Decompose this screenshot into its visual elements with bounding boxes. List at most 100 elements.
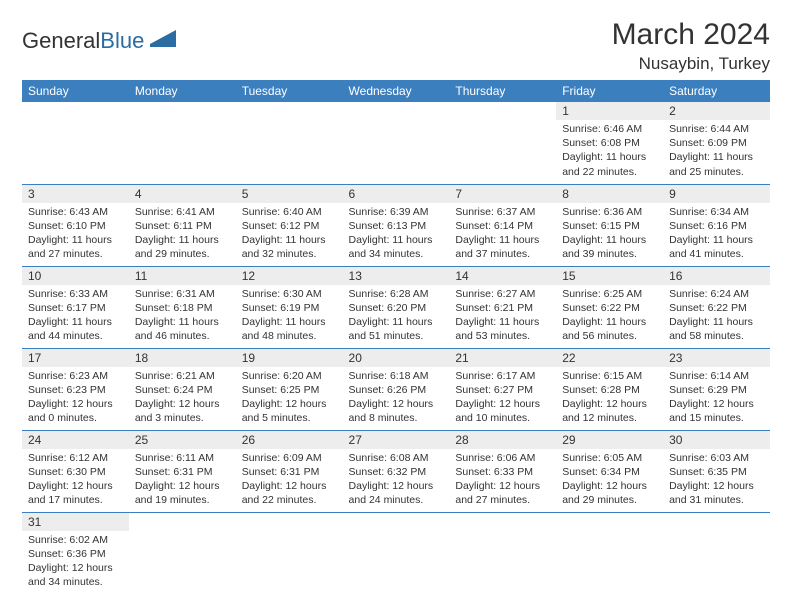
calendar-week-row: 3Sunrise: 6:43 AMSunset: 6:10 PMDaylight… [22,184,770,266]
daylight-text: Daylight: 12 hours and 0 minutes. [28,397,123,425]
day-number: 12 [236,267,343,285]
empty-day [129,102,236,120]
sunset-text: Sunset: 6:33 PM [455,465,550,479]
sunset-text: Sunset: 6:09 PM [669,136,764,150]
day-number: 7 [449,185,556,203]
calendar-cell [129,102,236,184]
daylight-text: Daylight: 12 hours and 12 minutes. [562,397,657,425]
sunset-text: Sunset: 6:13 PM [349,219,444,233]
day-details: Sunrise: 6:27 AMSunset: 6:21 PMDaylight:… [449,285,556,348]
calendar-week-row: 31Sunrise: 6:02 AMSunset: 6:36 PMDayligh… [22,512,770,594]
sunrise-text: Sunrise: 6:41 AM [135,205,230,219]
day-details: Sunrise: 6:09 AMSunset: 6:31 PMDaylight:… [236,449,343,512]
calendar-cell: 8Sunrise: 6:36 AMSunset: 6:15 PMDaylight… [556,184,663,266]
day-number: 18 [129,349,236,367]
calendar-cell [449,512,556,594]
day-number: 29 [556,431,663,449]
calendar-cell: 14Sunrise: 6:27 AMSunset: 6:21 PMDayligh… [449,266,556,348]
sunrise-text: Sunrise: 6:39 AM [349,205,444,219]
day-details: Sunrise: 6:02 AMSunset: 6:36 PMDaylight:… [22,531,129,594]
day-details: Sunrise: 6:21 AMSunset: 6:24 PMDaylight:… [129,367,236,430]
calendar-cell: 10Sunrise: 6:33 AMSunset: 6:17 PMDayligh… [22,266,129,348]
sunrise-text: Sunrise: 6:28 AM [349,287,444,301]
calendar-cell [22,102,129,184]
daylight-text: Daylight: 11 hours and 44 minutes. [28,315,123,343]
logo-text-blue: Blue [100,28,144,54]
sunset-text: Sunset: 6:16 PM [669,219,764,233]
day-details: Sunrise: 6:23 AMSunset: 6:23 PMDaylight:… [22,367,129,430]
sunset-text: Sunset: 6:22 PM [669,301,764,315]
sunset-text: Sunset: 6:20 PM [349,301,444,315]
sunset-text: Sunset: 6:14 PM [455,219,550,233]
calendar-week-row: 1Sunrise: 6:46 AMSunset: 6:08 PMDaylight… [22,102,770,184]
calendar-cell: 20Sunrise: 6:18 AMSunset: 6:26 PMDayligh… [343,348,450,430]
calendar-cell: 30Sunrise: 6:03 AMSunset: 6:35 PMDayligh… [663,430,770,512]
month-title: March 2024 [612,18,770,52]
calendar-cell [556,512,663,594]
sunrise-text: Sunrise: 6:46 AM [562,122,657,136]
daylight-text: Daylight: 12 hours and 3 minutes. [135,397,230,425]
sunset-text: Sunset: 6:21 PM [455,301,550,315]
sunset-text: Sunset: 6:30 PM [28,465,123,479]
daylight-text: Daylight: 11 hours and 32 minutes. [242,233,337,261]
sunset-text: Sunset: 6:36 PM [28,547,123,561]
calendar-body: 1Sunrise: 6:46 AMSunset: 6:08 PMDaylight… [22,102,770,594]
daylight-text: Daylight: 11 hours and 46 minutes. [135,315,230,343]
calendar-cell: 7Sunrise: 6:37 AMSunset: 6:14 PMDaylight… [449,184,556,266]
day-number: 20 [343,349,450,367]
calendar-cell: 1Sunrise: 6:46 AMSunset: 6:08 PMDaylight… [556,102,663,184]
logo: GeneralBlue [22,28,176,54]
empty-day [236,102,343,120]
calendar-cell: 18Sunrise: 6:21 AMSunset: 6:24 PMDayligh… [129,348,236,430]
day-details: Sunrise: 6:05 AMSunset: 6:34 PMDaylight:… [556,449,663,512]
sunset-text: Sunset: 6:18 PM [135,301,230,315]
day-number: 19 [236,349,343,367]
sunrise-text: Sunrise: 6:20 AM [242,369,337,383]
day-details: Sunrise: 6:12 AMSunset: 6:30 PMDaylight:… [22,449,129,512]
day-details: Sunrise: 6:17 AMSunset: 6:27 PMDaylight:… [449,367,556,430]
sunset-text: Sunset: 6:31 PM [242,465,337,479]
calendar-cell [663,512,770,594]
day-number: 23 [663,349,770,367]
sunrise-text: Sunrise: 6:06 AM [455,451,550,465]
day-details: Sunrise: 6:15 AMSunset: 6:28 PMDaylight:… [556,367,663,430]
sunrise-text: Sunrise: 6:05 AM [562,451,657,465]
daylight-text: Daylight: 12 hours and 19 minutes. [135,479,230,507]
day-number: 26 [236,431,343,449]
sunrise-text: Sunrise: 6:25 AM [562,287,657,301]
calendar-cell: 5Sunrise: 6:40 AMSunset: 6:12 PMDaylight… [236,184,343,266]
daylight-text: Daylight: 12 hours and 8 minutes. [349,397,444,425]
header: GeneralBlue March 2024 Nusaybin, Turkey [22,18,770,74]
daylight-text: Daylight: 11 hours and 53 minutes. [455,315,550,343]
day-number: 9 [663,185,770,203]
sunrise-text: Sunrise: 6:30 AM [242,287,337,301]
sunset-text: Sunset: 6:11 PM [135,219,230,233]
calendar-cell: 24Sunrise: 6:12 AMSunset: 6:30 PMDayligh… [22,430,129,512]
day-number: 25 [129,431,236,449]
sunset-text: Sunset: 6:19 PM [242,301,337,315]
calendar-cell [129,512,236,594]
day-number: 15 [556,267,663,285]
calendar-cell: 19Sunrise: 6:20 AMSunset: 6:25 PMDayligh… [236,348,343,430]
calendar-cell: 16Sunrise: 6:24 AMSunset: 6:22 PMDayligh… [663,266,770,348]
daylight-text: Daylight: 12 hours and 27 minutes. [455,479,550,507]
sunrise-text: Sunrise: 6:40 AM [242,205,337,219]
sunrise-text: Sunrise: 6:17 AM [455,369,550,383]
day-number: 10 [22,267,129,285]
sunset-text: Sunset: 6:17 PM [28,301,123,315]
day-details: Sunrise: 6:46 AMSunset: 6:08 PMDaylight:… [556,120,663,183]
sunrise-text: Sunrise: 6:11 AM [135,451,230,465]
calendar-cell [343,102,450,184]
day-details: Sunrise: 6:41 AMSunset: 6:11 PMDaylight:… [129,203,236,266]
calendar-week-row: 17Sunrise: 6:23 AMSunset: 6:23 PMDayligh… [22,348,770,430]
sunset-text: Sunset: 6:22 PM [562,301,657,315]
sunrise-text: Sunrise: 6:14 AM [669,369,764,383]
day-details: Sunrise: 6:03 AMSunset: 6:35 PMDaylight:… [663,449,770,512]
sunrise-text: Sunrise: 6:36 AM [562,205,657,219]
sunrise-text: Sunrise: 6:21 AM [135,369,230,383]
day-number: 3 [22,185,129,203]
daylight-text: Daylight: 12 hours and 10 minutes. [455,397,550,425]
calendar-cell: 2Sunrise: 6:44 AMSunset: 6:09 PMDaylight… [663,102,770,184]
calendar-cell: 12Sunrise: 6:30 AMSunset: 6:19 PMDayligh… [236,266,343,348]
day-number: 28 [449,431,556,449]
